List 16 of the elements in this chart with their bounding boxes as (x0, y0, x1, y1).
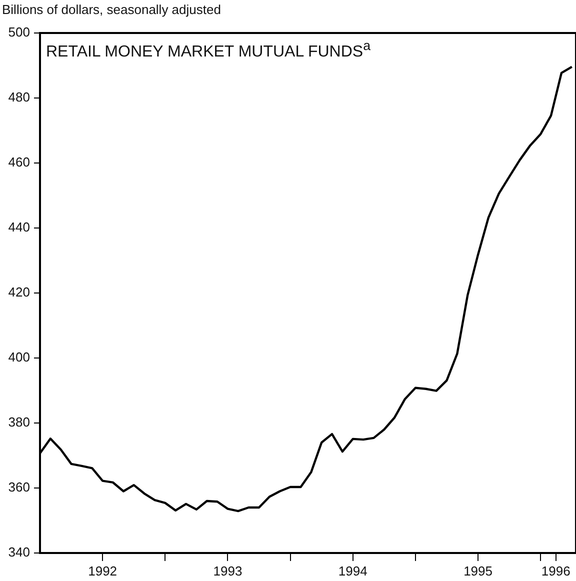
text: RETAIL MONEY MARKET MUTUAL FUNDS$^{a}$ (46, 38, 370, 62)
x-tick-label: 1996 (541, 563, 570, 578)
y-tick-label: 420 (8, 284, 30, 300)
y-tick-label: 340 (8, 544, 30, 560)
y-tick-label: 360 (8, 480, 30, 495)
x-tick-label: 1992 (88, 563, 118, 578)
y-tick-label: 380 (8, 414, 30, 430)
y-tick-label: 400 (8, 350, 30, 365)
y-tick-label: 460 (8, 154, 30, 170)
x-tick-label: 1995 (464, 563, 492, 578)
x-tick-label: 1993 (213, 563, 242, 578)
y-tick-label: 440 (8, 220, 30, 235)
x-tick-label: 1994 (338, 563, 368, 578)
y-tick-label: 500 (8, 24, 30, 40)
y-axis-title: Billions of dollars, seasonally adjusted (2, 2, 221, 17)
y-tick-label: 480 (8, 90, 30, 105)
